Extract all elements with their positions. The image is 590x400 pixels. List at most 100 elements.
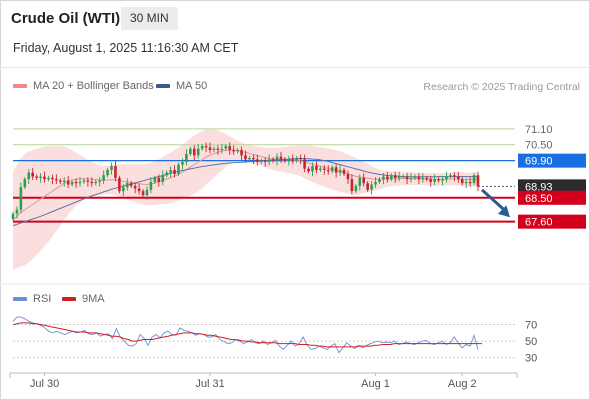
candle-body <box>362 177 366 184</box>
candle-body <box>319 168 322 170</box>
candle <box>47 175 50 182</box>
candle-body <box>228 146 232 151</box>
candle <box>279 151 283 163</box>
candle-body <box>114 165 117 178</box>
candle <box>82 178 86 184</box>
candle <box>295 155 299 163</box>
candle-body <box>259 160 263 162</box>
legend-ma20: MA 20 + Bollinger Bands <box>13 80 154 92</box>
price-label-target: 71.10 <box>525 124 553 136</box>
candle-body <box>82 180 86 182</box>
candle-body <box>51 177 54 180</box>
candle-body <box>393 175 397 178</box>
candle-body <box>334 167 338 173</box>
candle <box>31 167 35 181</box>
candle-body <box>468 181 472 184</box>
candle-body <box>342 169 346 174</box>
candle-body <box>86 180 90 182</box>
candle <box>236 147 239 154</box>
candle-body <box>366 183 369 190</box>
price-label-text: 68.93 <box>525 181 553 193</box>
price-label-text: 70.50 <box>525 140 553 152</box>
price-label-bg <box>518 153 586 168</box>
candle-body <box>263 160 267 162</box>
candle <box>90 177 94 187</box>
price-label-bg <box>518 179 586 194</box>
price-label-support: 68.50 <box>518 190 586 205</box>
legend-ma50: MA 50 <box>156 80 207 92</box>
candle <box>267 154 271 166</box>
candle <box>378 177 381 184</box>
candle-body <box>70 181 74 185</box>
candle <box>397 171 401 182</box>
candle <box>425 175 429 182</box>
candle-body <box>224 146 228 149</box>
candle <box>350 174 354 195</box>
candle-body <box>323 168 326 170</box>
candle-body <box>275 156 279 161</box>
candle <box>240 146 243 161</box>
candle <box>15 206 19 219</box>
candle-body <box>252 158 255 160</box>
candle <box>248 155 251 162</box>
candle <box>98 177 101 187</box>
candle <box>362 173 366 187</box>
candle <box>165 170 168 178</box>
candle-body <box>476 175 480 187</box>
candle <box>334 163 338 178</box>
candle <box>429 175 433 187</box>
candle-body <box>118 177 121 192</box>
candle <box>472 173 476 186</box>
rsi-tick-label: 70 <box>525 320 537 332</box>
candle-body <box>382 176 385 180</box>
candle-body <box>232 150 235 152</box>
candle-body <box>271 159 275 161</box>
candle <box>141 189 145 198</box>
candle-body <box>441 179 444 181</box>
candle-body <box>386 176 389 180</box>
candle <box>405 173 409 184</box>
price-label-last: 68.93 <box>518 179 586 194</box>
candle-body <box>31 172 35 177</box>
legend-9ma-label: 9MA <box>82 293 105 305</box>
candle-body <box>456 176 460 180</box>
candle <box>43 171 46 183</box>
candle <box>358 174 362 191</box>
candle-body <box>189 148 192 155</box>
candle-body <box>169 169 172 173</box>
candle <box>106 167 109 178</box>
candle <box>252 154 255 165</box>
price-label-bg <box>518 214 586 229</box>
candle-body <box>295 158 299 161</box>
candle <box>212 146 216 153</box>
candle <box>157 174 161 187</box>
candle-body <box>291 159 295 161</box>
rsi-tick-label: 50 <box>525 336 537 348</box>
x-tick-label: Aug 1 <box>361 378 390 390</box>
candle-body <box>374 181 377 185</box>
price-label-text: 68.50 <box>525 193 553 205</box>
candle-body <box>15 209 19 214</box>
candle <box>66 175 70 188</box>
candles <box>11 142 480 222</box>
candle <box>449 173 452 179</box>
candle-body <box>153 177 157 182</box>
candle <box>421 173 425 183</box>
candle-body <box>74 181 78 184</box>
candle-body <box>445 176 448 180</box>
timeframe-badge[interactable]: 30 MIN <box>121 7 178 30</box>
candle-body <box>417 176 421 180</box>
candle-body <box>397 176 401 178</box>
candle-body <box>192 148 196 156</box>
candle <box>456 171 460 183</box>
candle <box>386 171 389 183</box>
bollinger-band <box>13 129 478 270</box>
candle <box>338 165 342 177</box>
candle-body <box>19 187 23 210</box>
candle <box>224 143 228 151</box>
candle <box>291 154 295 165</box>
candle-body <box>330 167 334 172</box>
candle-body <box>145 189 149 196</box>
candle-body <box>390 175 393 180</box>
